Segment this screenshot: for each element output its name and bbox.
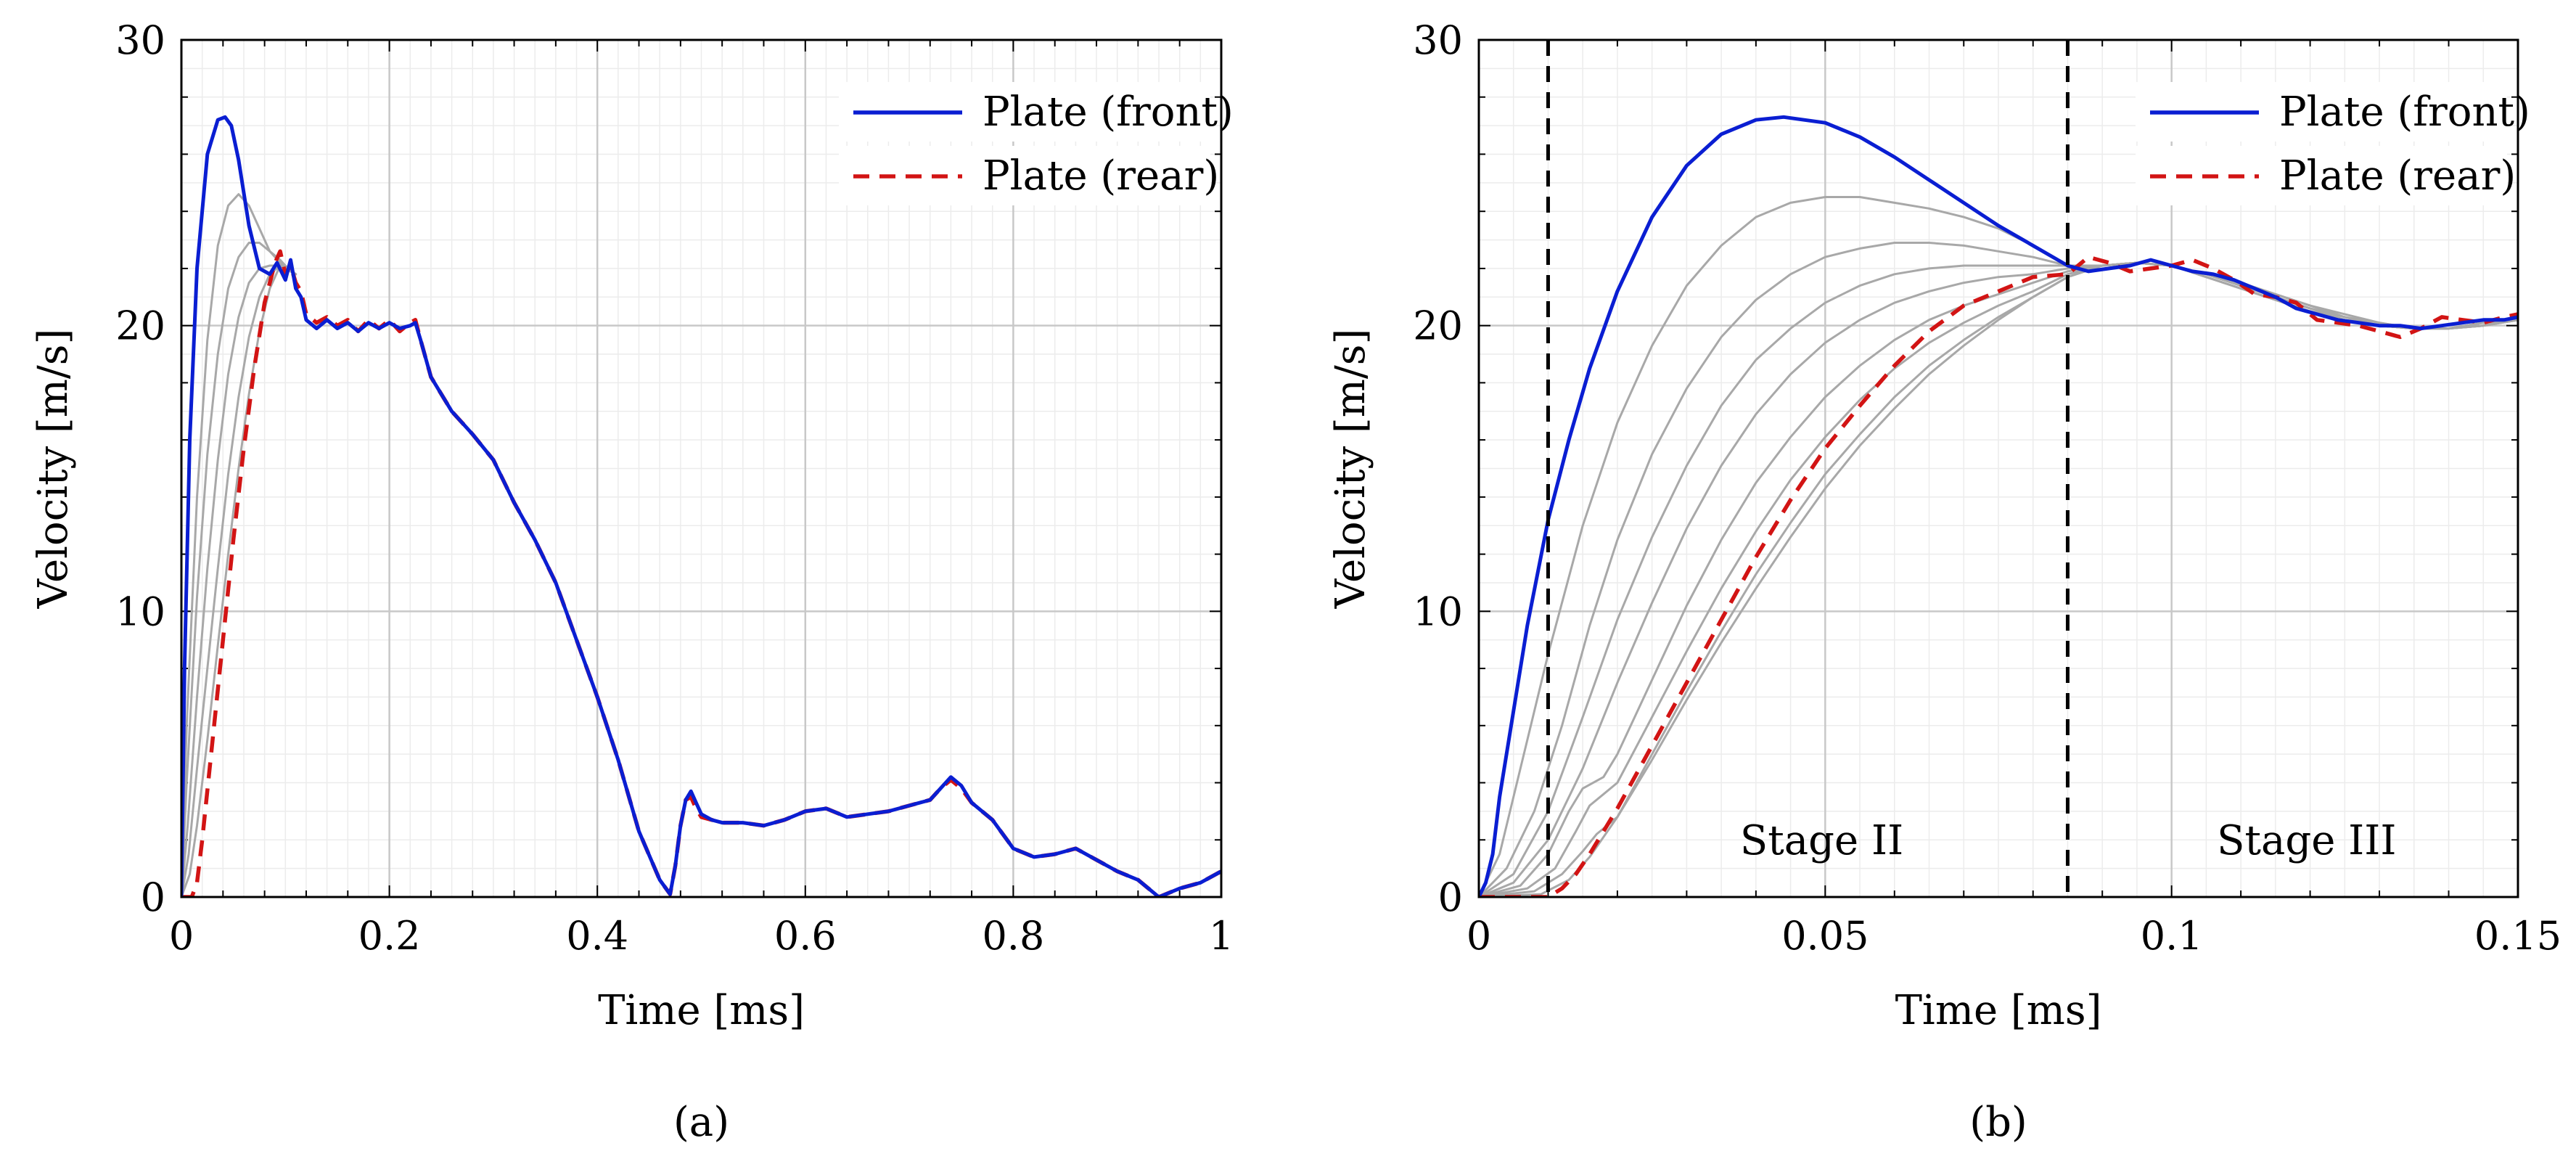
y-tick-label: 30 [1413, 17, 1463, 63]
series-line-plate-front [181, 115, 1221, 897]
stage-label: Stage III [2217, 817, 2396, 864]
series-line-plate-rear [1479, 255, 2518, 897]
x-tick-label: 0 [169, 913, 194, 959]
y-axis-label: Velocity [m/s] [30, 329, 77, 610]
series-line-intermediate-1 [181, 193, 298, 897]
x-tick-label: 0.1 [2141, 913, 2203, 959]
x-axis-label: Time [ms] [598, 987, 805, 1034]
series-line-intermediate-4 [1479, 261, 2518, 897]
series-line-plate-front [1479, 115, 2518, 897]
x-tick-label: 0.15 [2474, 913, 2561, 959]
x-tick-label: 0.4 [566, 913, 628, 959]
series-line-intermediate-1 [1479, 196, 2518, 897]
x-tick-label: 0.6 [774, 913, 837, 959]
legend-label: Plate (rear) [983, 152, 1219, 200]
legend-label: Plate (front) [983, 89, 1234, 136]
x-tick-label: 0.05 [1781, 913, 1869, 959]
x-tick-label: 0.8 [982, 913, 1044, 959]
axes-frame [1477, 38, 2519, 898]
series-line-intermediate-2 [181, 242, 298, 897]
x-tick-label: 1 [1209, 913, 1234, 959]
legend-background [2136, 146, 2507, 205]
y-tick-label: 30 [115, 17, 165, 63]
y-axis-label: Velocity [m/s] [1327, 329, 1374, 610]
panel-caption: (a) [673, 1099, 729, 1146]
y-tick-label: 10 [1413, 589, 1463, 634]
y-tick-label: 20 [1413, 303, 1463, 349]
legend-label: Plate (front) [2279, 89, 2530, 136]
y-tick-label: 0 [1438, 875, 1463, 920]
plot-area [1479, 115, 2518, 897]
axes-frame [180, 38, 1223, 898]
panel-caption: (b) [1969, 1099, 2027, 1146]
y-tick-label: 20 [115, 303, 165, 349]
x-tick-label: 0 [1467, 913, 1491, 959]
chart-panel-b: Stage II Stage III 0 0.05 0.1 0.15 0 10 20 30 Time… [1327, 17, 2561, 1146]
stage-label: Stage II [1740, 817, 1903, 864]
y-tick-label: 0 [141, 875, 165, 920]
legend-background [839, 146, 1210, 205]
x-axis-label: Time [ms] [1895, 987, 2102, 1034]
legend-label: Plate (rear) [2279, 152, 2516, 200]
plot-area [181, 115, 1221, 897]
x-tick-label: 0.2 [358, 913, 421, 959]
y-tick-label: 10 [115, 589, 165, 634]
